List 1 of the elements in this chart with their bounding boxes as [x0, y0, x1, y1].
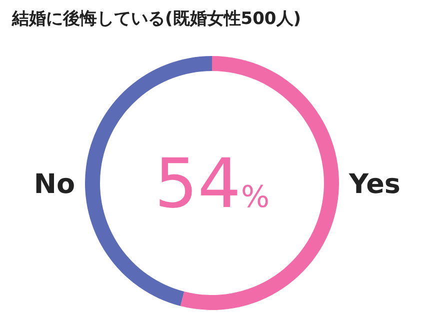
- title: 結婚に後悔している(既婚女性500人): [12, 9, 302, 29]
